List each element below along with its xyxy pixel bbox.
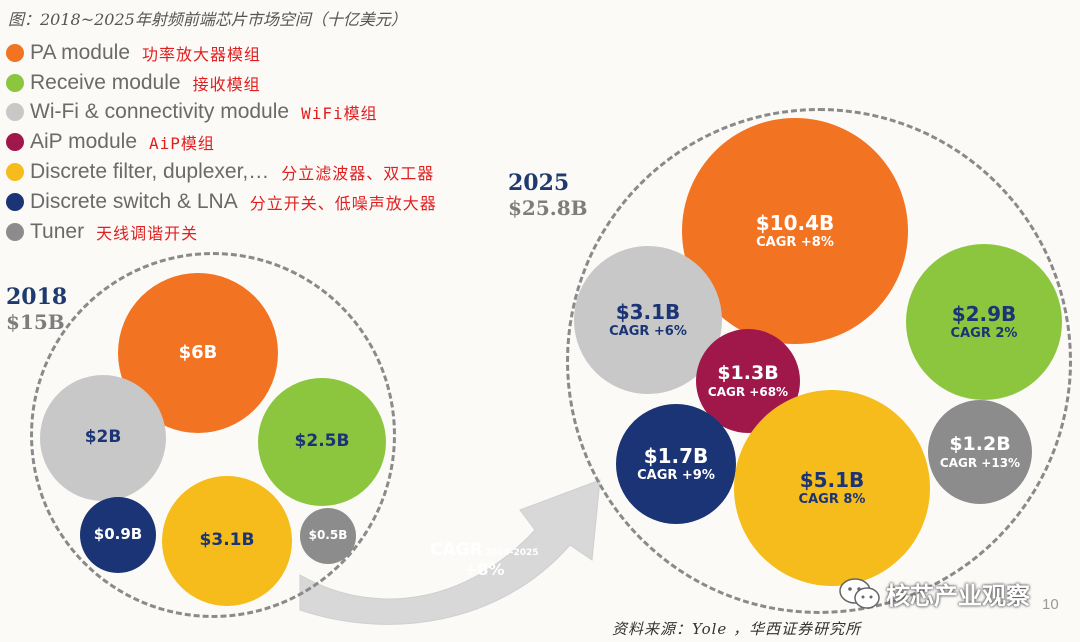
figure-caption: 图：2018~2025年射频前端芯片市场空间（十亿美元） bbox=[8, 10, 407, 29]
arrow-cagr-value: +8% bbox=[463, 560, 505, 579]
legend-label-zh: 天线调谐开关 bbox=[96, 223, 199, 243]
bubble-value: $2.5B bbox=[294, 431, 350, 452]
bubble-value: $10.4B bbox=[755, 210, 835, 235]
legend-label-en: AiP module bbox=[30, 130, 138, 154]
legend-label-en: Receive module bbox=[30, 70, 181, 94]
bubble-value: $2B bbox=[84, 427, 122, 448]
bubble-cagr: CAGR +68% bbox=[707, 384, 789, 399]
arrow-cagr-label: CAGR bbox=[430, 540, 483, 560]
source-note: 资料来源：Yole ，华西证券研究所 bbox=[612, 620, 862, 638]
bubble-value: $3.1B bbox=[615, 299, 681, 324]
bubble-2025-filter: $5.1B CAGR 8% bbox=[734, 390, 930, 586]
watermark-text: 核芯产业观察 bbox=[886, 582, 1030, 610]
legend-item-receive: Receive module 接收模组 bbox=[6, 68, 437, 98]
legend-label-zh: 接收模组 bbox=[192, 74, 261, 94]
group-2025-circle bbox=[566, 108, 1072, 614]
legend-label-zh: 功率放大器模组 bbox=[142, 44, 262, 64]
legend-label-en: Wi-Fi & connectivity module bbox=[30, 100, 290, 124]
bubble-cagr: CAGR 2% bbox=[950, 325, 1018, 341]
legend-label-en: Discrete switch & LNA bbox=[30, 189, 238, 213]
legend-label-zh: 分立滤波器、双工器 bbox=[281, 164, 435, 184]
watermark: 核芯产业观察 bbox=[838, 576, 1030, 611]
bubble-2025-tuner: $1.2B CAGR +13% bbox=[928, 400, 1032, 504]
legend-dot-tuner bbox=[6, 222, 24, 241]
bubble-2018-filter: $3.1B bbox=[162, 476, 292, 606]
arrow-label: CAGR 2018-2025 +8% bbox=[430, 540, 539, 579]
legend-item-tuner: Tuner 天线调谐开关 bbox=[6, 217, 437, 247]
legend-label-zh: WiFi模组 bbox=[301, 104, 378, 124]
legend-label-zh: AiP模组 bbox=[149, 134, 215, 154]
year-2025-total: $25.8B bbox=[508, 196, 588, 220]
legend-item-wifi: Wi-Fi & connectivity module WiFi模组 bbox=[6, 98, 437, 128]
legend-dot-receive bbox=[6, 73, 24, 92]
page-number: 10 bbox=[1042, 596, 1059, 613]
bubble-value: $2.9B bbox=[951, 301, 1017, 326]
legend-item-switch: Discrete switch & LNA 分立开关、低噪声放大器 bbox=[6, 187, 437, 217]
legend-dot-switch bbox=[6, 192, 24, 211]
legend-dot-pa bbox=[6, 43, 24, 62]
bubble-value: $1.3B bbox=[717, 361, 779, 384]
bubble-value: $1.7B bbox=[643, 443, 709, 468]
legend-label-en: Discrete filter, duplexer,… bbox=[30, 160, 270, 184]
legend: PA module 功率放大器模组 Receive module 接收模组 Wi… bbox=[6, 38, 437, 247]
bubble-2025-aip: $1.3B CAGR +68% bbox=[696, 329, 800, 433]
year-2018-label: 2018 bbox=[6, 284, 68, 310]
bubble-cagr: CAGR +6% bbox=[609, 323, 687, 339]
bubble-cagr: CAGR 8% bbox=[798, 491, 866, 507]
bubble-value: $3.1B bbox=[199, 530, 255, 551]
bubble-cagr: CAGR +9% bbox=[637, 467, 715, 483]
group-2018-circle bbox=[30, 252, 396, 618]
bubble-cagr: CAGR +13% bbox=[939, 455, 1021, 470]
bubble-value: $0.5B bbox=[308, 528, 348, 543]
year-2025-block: 2025 $25.8B bbox=[508, 170, 588, 220]
bubble-2025-switch: $1.7B CAGR +9% bbox=[616, 404, 736, 524]
legend-dot-aip bbox=[6, 133, 24, 152]
bubble-value: $1.2B bbox=[949, 432, 1011, 455]
wechat-icon bbox=[839, 577, 880, 609]
bubble-value: $6B bbox=[178, 341, 218, 363]
legend-label-en: Tuner bbox=[30, 219, 85, 243]
legend-label-en: PA module bbox=[30, 40, 131, 64]
legend-dot-wifi bbox=[6, 103, 24, 122]
arrow-period: 2018-2025 bbox=[484, 548, 539, 558]
bubble-2025-receive: $2.9B CAGR 2% bbox=[906, 244, 1062, 400]
year-2025-label: 2025 bbox=[508, 170, 570, 196]
bubble-cagr: CAGR +8% bbox=[756, 234, 834, 250]
bubble-2018-tuner: $0.5B bbox=[300, 508, 356, 564]
legend-label-zh: 分立开关、低噪声放大器 bbox=[249, 193, 437, 213]
legend-item-aip: AiP module AiP模组 bbox=[6, 127, 437, 157]
bubble-2018-wifi: $2B bbox=[40, 375, 166, 501]
bubble-2018-switch: $0.9B bbox=[80, 497, 156, 573]
year-2018-total: $15B bbox=[6, 310, 65, 334]
legend-dot-filter bbox=[6, 163, 24, 182]
bubble-2018-receive: $2.5B bbox=[258, 378, 386, 506]
bubble-value: $5.1B bbox=[799, 467, 865, 492]
bubble-value: $0.9B bbox=[93, 525, 143, 544]
year-2018-block: 2018 $15B bbox=[6, 284, 67, 334]
legend-item-pa: PA module 功率放大器模组 bbox=[6, 38, 437, 68]
legend-item-filter: Discrete filter, duplexer,… 分立滤波器、双工器 bbox=[6, 157, 437, 187]
